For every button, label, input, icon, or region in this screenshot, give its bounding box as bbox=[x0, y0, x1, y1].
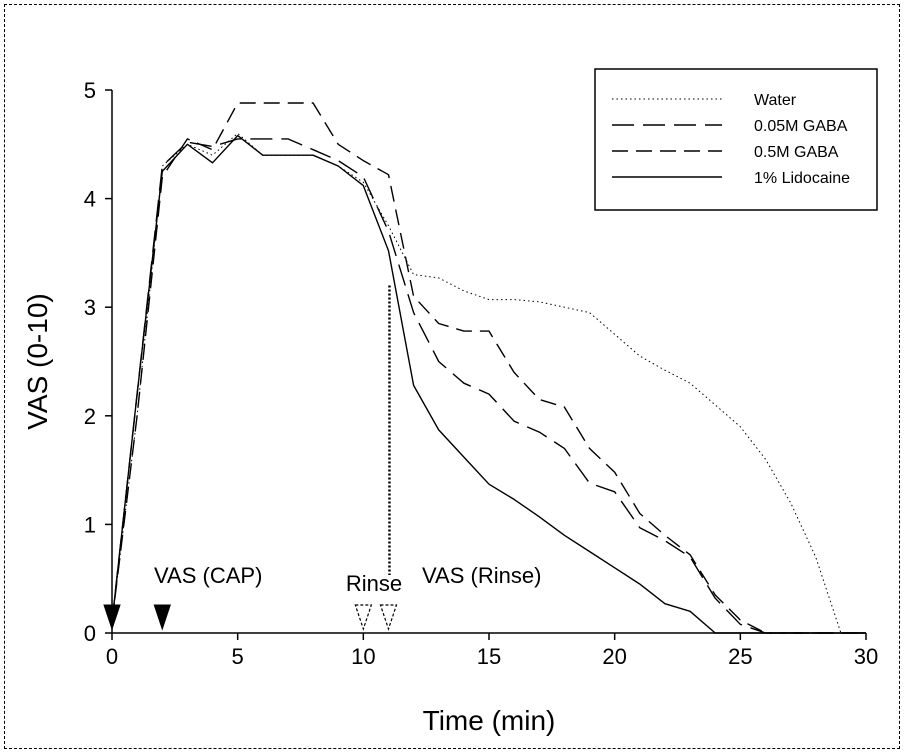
rinse-label: Rinse bbox=[346, 571, 402, 596]
y-tick-label: 0 bbox=[84, 621, 96, 646]
legend-label: 1% Lidocaine bbox=[754, 170, 850, 187]
x-axis-title: Time (min) bbox=[423, 705, 556, 736]
x-tick-label: 0 bbox=[106, 644, 118, 669]
legend-label: 0.05M GABA bbox=[754, 118, 848, 135]
series-line bbox=[111, 102, 866, 634]
y-tick-label: 3 bbox=[84, 295, 96, 320]
vas-rinse-label: VAS (Rinse) bbox=[422, 563, 541, 588]
x-tick-label: 30 bbox=[854, 644, 878, 669]
series-layer bbox=[111, 102, 866, 634]
x-tick-label: 5 bbox=[232, 644, 244, 669]
axes: 0 5 10 15 20 25 30 0 1 2 3 4 5 bbox=[84, 78, 878, 669]
x-tick-label: 10 bbox=[351, 644, 375, 669]
legend-label: Water bbox=[754, 92, 797, 109]
vas-cap-label: VAS (CAP) bbox=[154, 563, 262, 588]
cap-marker-triangle bbox=[153, 604, 171, 631]
series-line bbox=[111, 138, 866, 634]
series-line bbox=[111, 132, 866, 634]
marker-layer bbox=[103, 285, 398, 631]
y-tick-label: 2 bbox=[84, 404, 96, 429]
legend-label: 0.5M GABA bbox=[754, 144, 839, 161]
cap-marker-triangle bbox=[103, 604, 121, 631]
x-tick-label: 20 bbox=[602, 644, 626, 669]
rinse-marker-triangle bbox=[354, 604, 373, 631]
legend-box bbox=[594, 68, 878, 211]
x-tick-label: 15 bbox=[477, 644, 501, 669]
y-axis-title: VAS (0-10) bbox=[22, 293, 53, 429]
y-tick-label: 4 bbox=[84, 187, 96, 212]
series-line bbox=[111, 134, 866, 634]
rinse-marker-triangle bbox=[379, 604, 398, 631]
figure-frame bbox=[4, 4, 900, 749]
y-tick-label: 5 bbox=[84, 78, 96, 103]
x-tick-label: 25 bbox=[728, 644, 752, 669]
legend: Water 0.05M GABA 0.5M GABA 1% Lidocaine bbox=[594, 68, 878, 211]
y-tick-label: 1 bbox=[84, 512, 96, 537]
